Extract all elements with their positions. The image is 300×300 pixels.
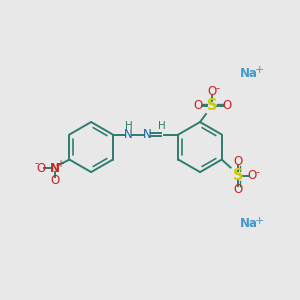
Text: N: N xyxy=(50,162,60,175)
Text: H: H xyxy=(125,121,133,131)
Text: S: S xyxy=(207,98,218,113)
Text: N: N xyxy=(124,128,133,141)
Text: -: - xyxy=(34,158,38,168)
Text: -: - xyxy=(216,83,220,93)
Text: -: - xyxy=(255,167,260,177)
Text: O: O xyxy=(233,155,242,168)
Text: O: O xyxy=(36,162,45,175)
Text: O: O xyxy=(208,85,217,98)
Text: +: + xyxy=(56,159,64,169)
Text: N: N xyxy=(142,128,151,141)
Text: +: + xyxy=(255,216,264,226)
Text: O: O xyxy=(50,174,59,187)
Text: O: O xyxy=(194,99,203,112)
Text: O: O xyxy=(222,99,231,112)
Text: Na: Na xyxy=(240,217,258,230)
Text: Na: Na xyxy=(240,67,258,80)
Text: S: S xyxy=(233,168,243,183)
Text: +: + xyxy=(255,65,264,76)
Text: H: H xyxy=(158,121,166,131)
Text: O: O xyxy=(248,169,257,182)
Text: O: O xyxy=(233,183,242,196)
